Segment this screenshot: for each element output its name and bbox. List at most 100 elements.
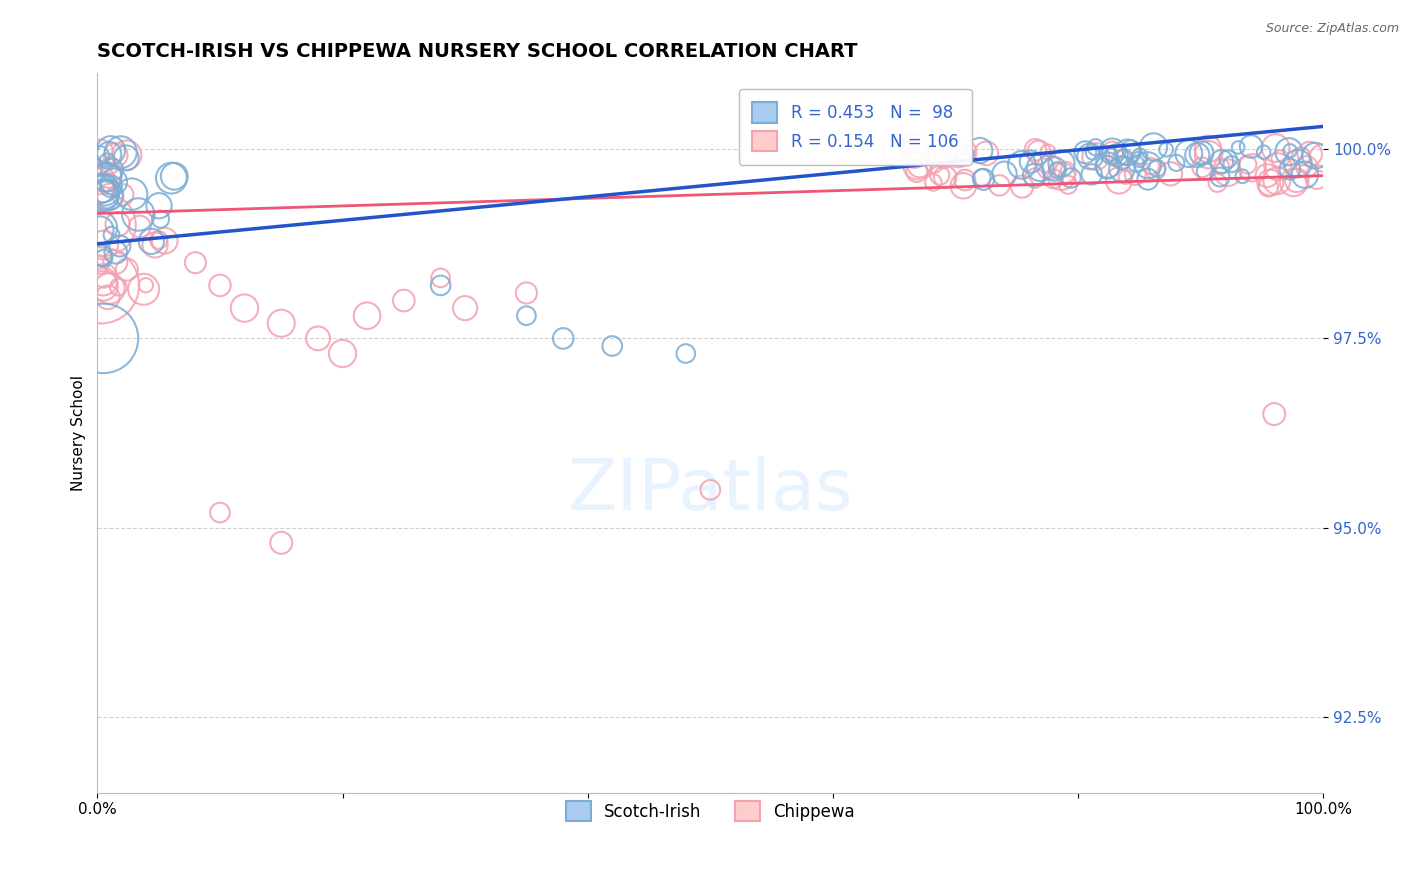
Point [953, 173, 976, 187]
Point [901, 149, 924, 163]
Point [1191, 146, 1213, 161]
Point [98, 158, 121, 172]
Point [115, 262, 138, 277]
Point [100, 179, 122, 194]
Point [270, 316, 292, 330]
Point [141, 235, 163, 249]
Point [143, 238, 166, 252]
Point [93, 268, 115, 283]
Point [1299, 147, 1322, 161]
Point [1129, 149, 1152, 163]
Point [1257, 179, 1279, 194]
Point [148, 199, 170, 213]
Point [93, 181, 115, 195]
Point [97, 168, 120, 182]
Point [1050, 156, 1073, 170]
Point [307, 331, 329, 345]
Point [121, 187, 143, 202]
Point [104, 245, 127, 260]
Point [952, 145, 974, 160]
Point [1267, 160, 1289, 174]
Point [675, 346, 697, 360]
Point [1011, 179, 1033, 194]
Point [96, 153, 118, 168]
Point [429, 270, 451, 285]
Point [1046, 163, 1069, 178]
Point [107, 280, 129, 294]
Point [1114, 150, 1136, 164]
Point [553, 331, 575, 345]
Point [1279, 144, 1302, 158]
Point [153, 234, 176, 248]
Point [1128, 153, 1150, 167]
Point [1119, 142, 1142, 156]
Point [1011, 158, 1033, 172]
Point [1198, 147, 1220, 161]
Point [1206, 176, 1229, 190]
Point [1123, 168, 1146, 182]
Point [1295, 160, 1317, 174]
Point [952, 178, 974, 193]
Point [1043, 161, 1066, 176]
Point [1220, 157, 1243, 171]
Point [973, 172, 995, 186]
Point [100, 227, 122, 242]
Point [100, 144, 122, 158]
Point [905, 164, 928, 178]
Point [392, 293, 415, 308]
Point [1125, 157, 1147, 171]
Point [1038, 160, 1060, 174]
Point [1054, 165, 1077, 179]
Point [1080, 168, 1102, 182]
Point [454, 301, 477, 315]
Point [208, 506, 231, 520]
Point [132, 282, 155, 296]
Point [1312, 151, 1334, 165]
Point [1289, 149, 1312, 163]
Point [1097, 158, 1119, 172]
Point [1084, 149, 1107, 163]
Point [233, 301, 256, 315]
Point [1227, 140, 1250, 154]
Point [908, 158, 931, 172]
Point [101, 162, 124, 177]
Point [1263, 407, 1285, 421]
Point [1028, 145, 1050, 160]
Point [1209, 169, 1232, 184]
Point [1042, 171, 1064, 186]
Point [1270, 152, 1292, 166]
Point [111, 187, 134, 202]
Point [1285, 173, 1308, 187]
Point [970, 170, 993, 185]
Point [93, 238, 115, 252]
Point [98, 281, 121, 295]
Point [1111, 161, 1133, 176]
Point [1036, 145, 1059, 159]
Point [148, 233, 170, 247]
Point [184, 256, 207, 270]
Point [1303, 149, 1326, 163]
Point [1111, 153, 1133, 167]
Point [91, 278, 114, 293]
Point [1256, 169, 1278, 183]
Point [1294, 168, 1316, 182]
Point [1240, 139, 1263, 153]
Text: Source: ZipAtlas.com: Source: ZipAtlas.com [1265, 22, 1399, 36]
Point [903, 147, 925, 161]
Point [1216, 152, 1239, 166]
Point [1081, 145, 1104, 160]
Point [91, 275, 114, 289]
Point [429, 278, 451, 293]
Point [948, 149, 970, 163]
Point [922, 157, 945, 171]
Point [1265, 174, 1288, 188]
Point [1286, 156, 1309, 170]
Point [1232, 169, 1254, 184]
Point [332, 346, 354, 360]
Point [127, 207, 149, 221]
Point [1105, 148, 1128, 162]
Text: ZIPatlas: ZIPatlas [568, 456, 853, 525]
Point [1101, 145, 1123, 159]
Point [89, 223, 111, 237]
Point [1101, 145, 1123, 160]
